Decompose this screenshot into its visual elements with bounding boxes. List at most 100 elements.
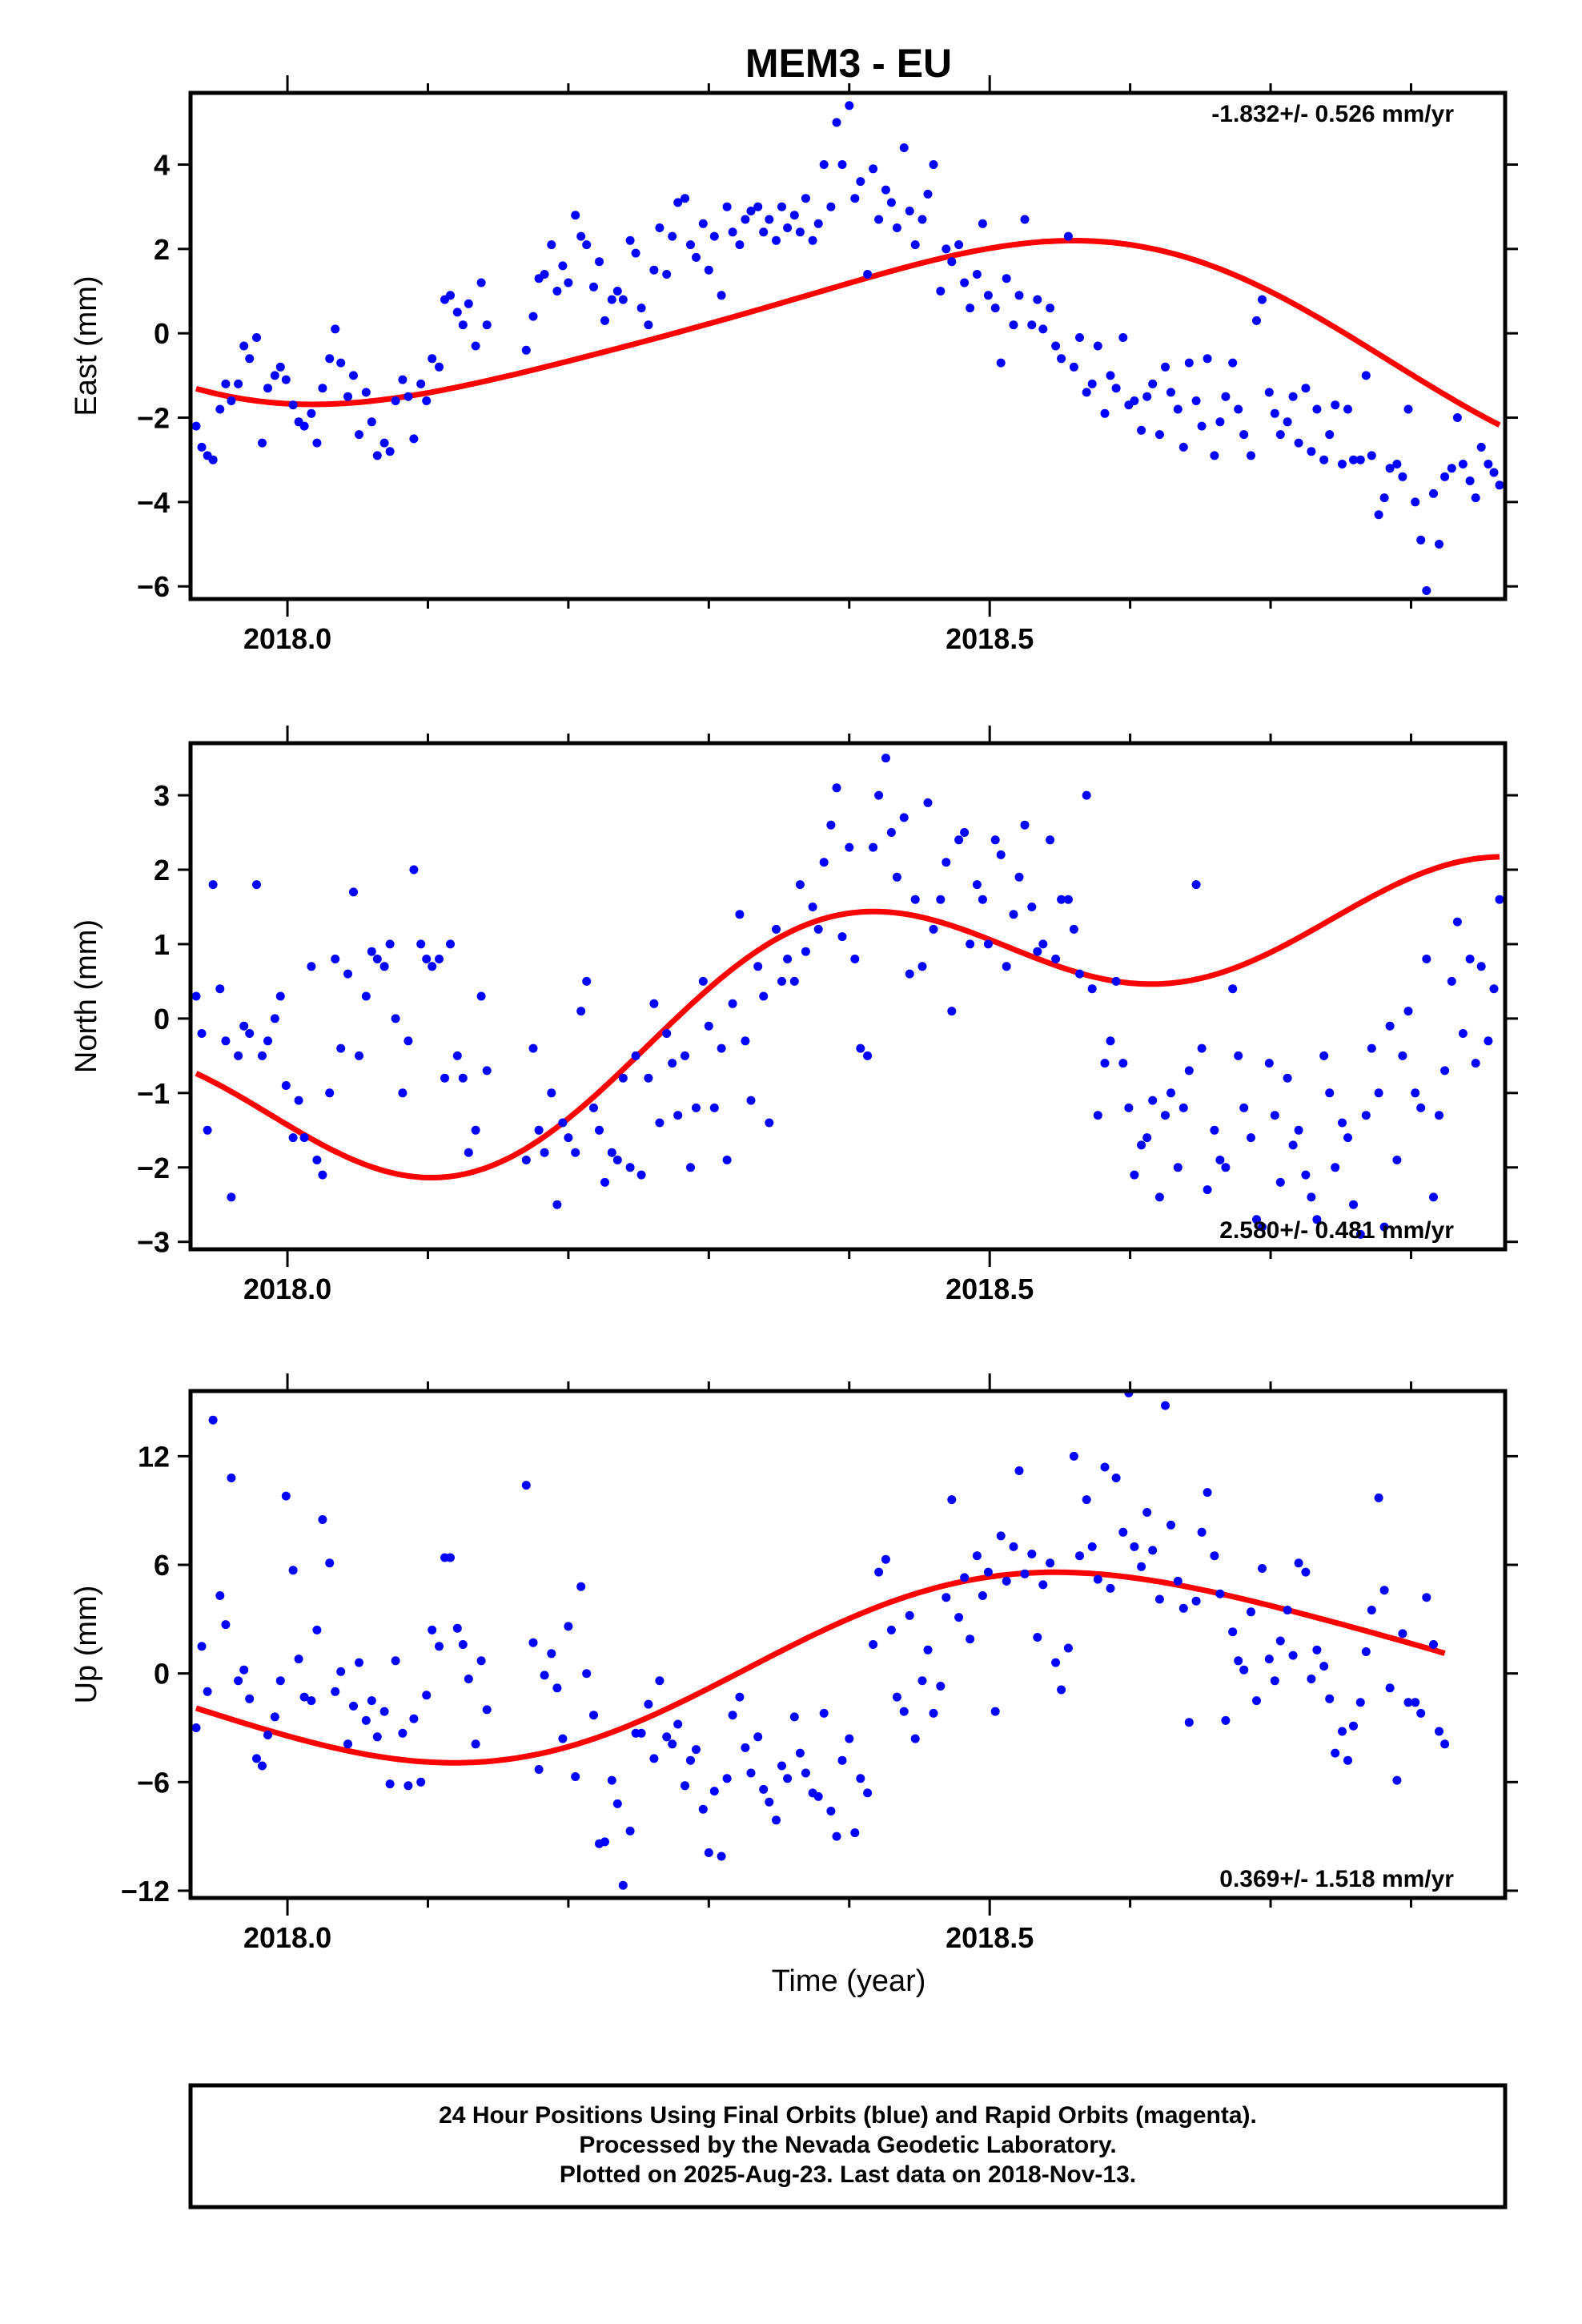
up-data-point xyxy=(458,1640,468,1649)
east-data-point xyxy=(777,202,786,211)
up-data-point xyxy=(1435,1727,1443,1736)
north-data-point xyxy=(1234,1051,1243,1060)
east-x-tick-label: 2018.5 xyxy=(946,622,1034,655)
up-data-point xyxy=(1429,1640,1438,1649)
up-data-point xyxy=(1258,1564,1267,1573)
up-data-point xyxy=(325,1558,335,1568)
north-data-point xyxy=(1124,1103,1134,1112)
east-data-point xyxy=(746,207,756,215)
east-data-point xyxy=(1458,460,1468,468)
north-data-point xyxy=(595,1125,604,1135)
north-data-point xyxy=(307,962,316,971)
east-data-point xyxy=(288,400,298,410)
east-data-point xyxy=(1100,408,1110,418)
north-y-tick-label: 3 xyxy=(154,779,170,812)
north-data-point xyxy=(385,939,395,949)
up-data-point xyxy=(1283,1606,1292,1614)
up-data-point xyxy=(869,1640,878,1649)
east-data-point xyxy=(899,143,909,152)
up-data-point xyxy=(741,1743,750,1752)
up-data-point xyxy=(863,1788,873,1798)
north-data-point xyxy=(1247,1133,1255,1143)
north-data-point xyxy=(1038,939,1048,949)
up-data-point xyxy=(361,1715,371,1725)
north-data-point xyxy=(777,976,786,986)
north-data-point xyxy=(1367,1043,1376,1053)
north-data-point xyxy=(746,1096,756,1105)
north-data-point xyxy=(698,976,708,986)
east-data-point xyxy=(673,198,683,207)
east-data-point xyxy=(208,455,218,464)
up-data-point xyxy=(385,1779,395,1789)
east-data-point xyxy=(540,270,549,279)
east-data-point xyxy=(270,371,279,380)
up-data-point xyxy=(1247,1607,1255,1617)
east-data-point xyxy=(681,194,689,203)
up-data-point xyxy=(1288,1651,1298,1660)
north-data-point xyxy=(409,865,419,875)
up-data-point xyxy=(1403,1698,1413,1707)
north-data-point xyxy=(759,991,769,1001)
up-data-point xyxy=(837,1755,847,1765)
east-data-point xyxy=(813,219,823,228)
up-data-point xyxy=(655,1676,665,1686)
east-data-point xyxy=(874,215,884,224)
north-data-point xyxy=(1385,1021,1395,1031)
east-data-point xyxy=(1234,404,1243,414)
north-data-point xyxy=(1100,1059,1110,1068)
east-y-tick-label: −2 xyxy=(137,402,170,435)
north-data-point xyxy=(1106,1036,1115,1046)
east-data-point xyxy=(692,252,701,262)
north-data-point xyxy=(404,1036,413,1046)
north-data-point xyxy=(644,1073,653,1083)
north-data-point xyxy=(704,1021,713,1031)
up-data-point xyxy=(917,1676,927,1686)
north-data-point xyxy=(808,903,817,911)
up-data-point xyxy=(819,1708,829,1718)
east-y-tick-label: 0 xyxy=(154,317,170,350)
east-data-point xyxy=(1452,413,1462,422)
east-data-point xyxy=(1020,215,1030,224)
north-data-point xyxy=(607,1148,616,1157)
up-data-point xyxy=(1234,1656,1243,1666)
up-data-point xyxy=(728,1711,737,1720)
up-data-point xyxy=(1210,1551,1219,1561)
east-data-point xyxy=(966,304,975,313)
up-data-point xyxy=(1038,1580,1048,1590)
north-y-tick-label: 2 xyxy=(154,854,170,887)
east-data-point xyxy=(728,227,737,237)
north-data-point xyxy=(1069,924,1078,934)
up-data-point xyxy=(1411,1698,1420,1707)
north-panel: −3 −2 −1 0 1 2 3 2018.0 2018.5 North (mm) 2.580+… xyxy=(70,726,1518,1305)
up-data-point xyxy=(197,1642,207,1651)
east-data-point xyxy=(1489,468,1499,477)
up-data-point xyxy=(1392,1775,1402,1785)
up-data-point xyxy=(547,1649,556,1659)
up-data-point xyxy=(765,1797,774,1807)
north-data-point xyxy=(983,939,993,949)
up-data-point xyxy=(1343,1755,1352,1765)
east-data-point xyxy=(1471,493,1480,503)
east-data-point xyxy=(263,384,272,393)
up-data-point xyxy=(452,1623,462,1633)
east-data-point xyxy=(759,227,769,237)
east-data-point xyxy=(1392,460,1402,468)
east-data-point xyxy=(832,118,841,127)
north-data-point xyxy=(1452,917,1462,927)
up-panel: −12 −6 0 6 12 2018.0 2018.5 Up (mm) 0.369+/- 1… xyxy=(70,1373,1518,1954)
east-data-point xyxy=(234,379,243,388)
north-data-point xyxy=(221,1036,231,1046)
up-data-point xyxy=(288,1566,298,1575)
north-data-point xyxy=(863,1051,873,1060)
east-data-point xyxy=(275,362,285,372)
north-data-point xyxy=(1392,1156,1402,1164)
north-data-point xyxy=(1319,1051,1329,1060)
east-data-point xyxy=(1435,540,1443,549)
north-x-tick-label: 2018.5 xyxy=(946,1273,1034,1305)
up-data-point xyxy=(777,1761,786,1771)
up-data-point xyxy=(1398,1629,1407,1638)
up-data-point xyxy=(1033,1633,1042,1642)
north-data-point xyxy=(288,1133,298,1143)
east-data-point xyxy=(1210,451,1219,460)
up-data-point xyxy=(686,1755,695,1765)
